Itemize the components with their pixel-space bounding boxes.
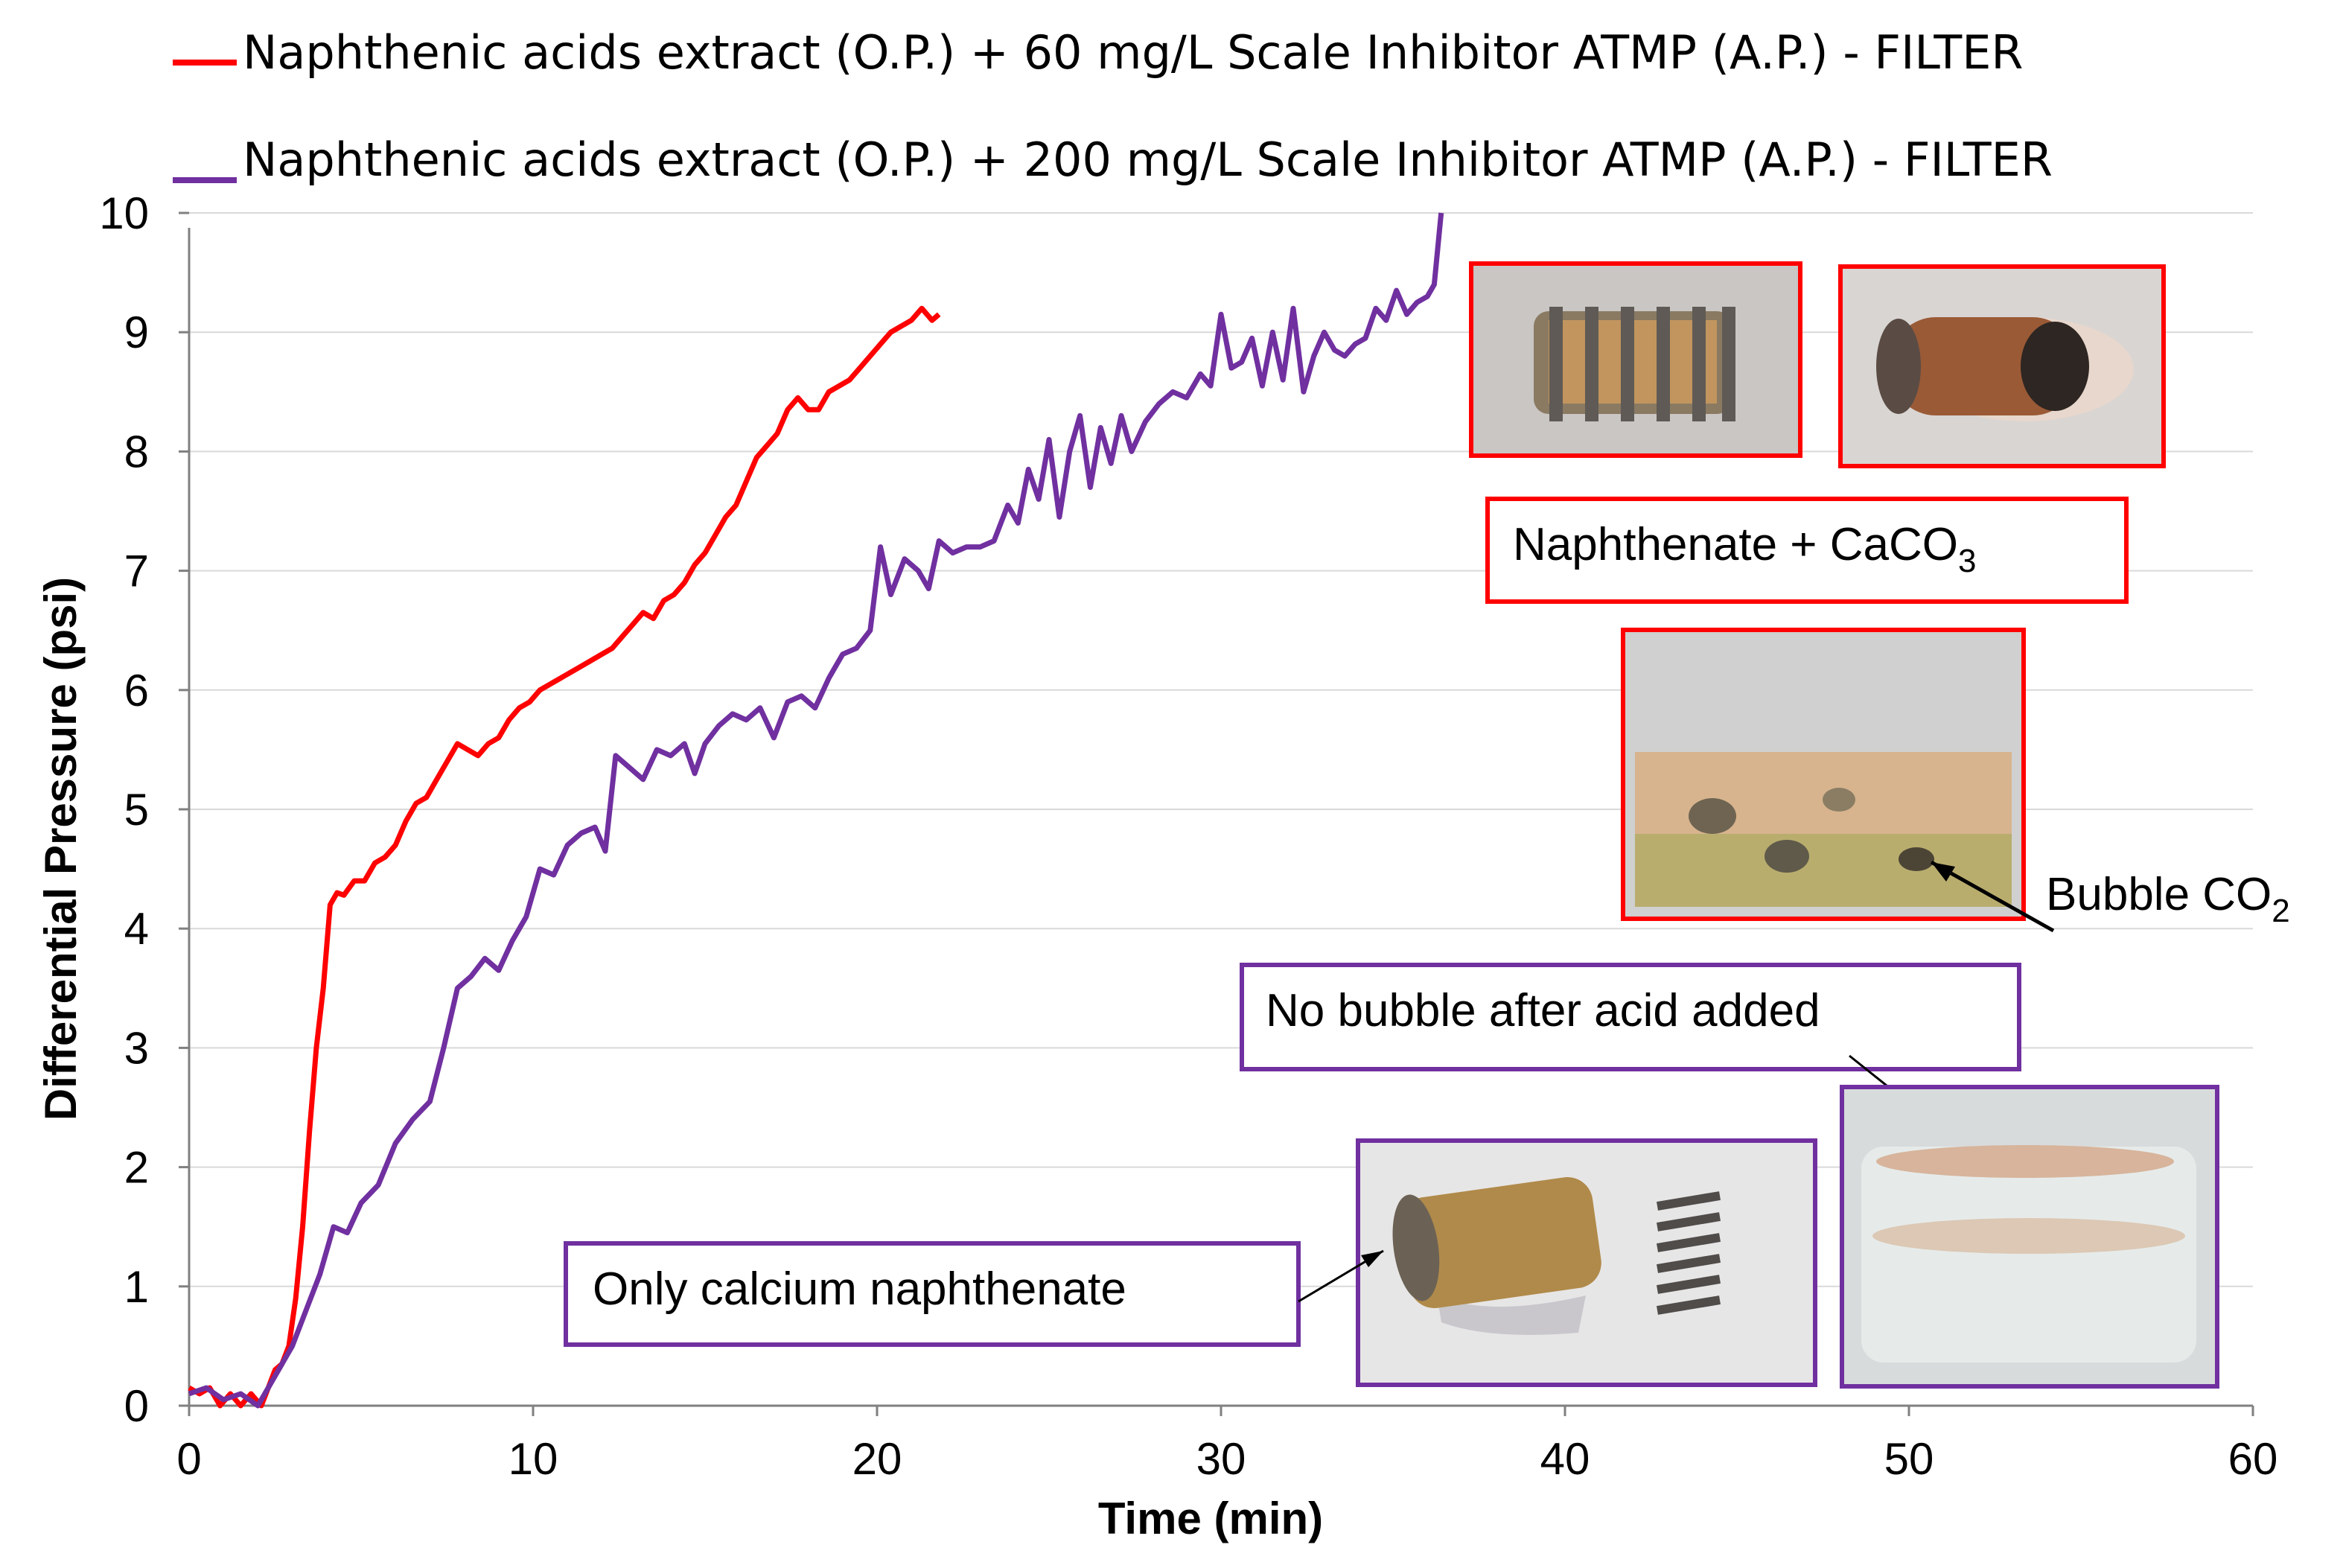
- x-tick-label: 40: [1540, 1434, 1590, 1484]
- photo-filter-spring: [1356, 1138, 1817, 1387]
- y-tick-labels: 0 1 2 3 4 5 6 7 8 9 10: [99, 188, 189, 1431]
- y-tick-label: 1: [124, 1262, 149, 1312]
- x-tick-label: 50: [1884, 1434, 1934, 1484]
- x-tick-labels: 0 10 20 30 40 50 60: [176, 1406, 2277, 1484]
- legend-label-purple: Naphthenic acids extract (O.P.) + 200 mg…: [243, 133, 2053, 187]
- y-tick-label: 9: [124, 307, 149, 357]
- x-tick-label: 20: [852, 1434, 902, 1484]
- annotation-bubble-co2: Bubble CO2: [1930, 860, 2290, 933]
- annotation-only-calcium-text: Only calcium naphthenate: [593, 1263, 1126, 1315]
- svg-text:Naphthenate + CaCO3: Naphthenate + CaCO3: [1513, 519, 1976, 579]
- y-tick-label: 3: [124, 1023, 149, 1073]
- photo-spring-deposit: [1469, 261, 1802, 458]
- series-line-red: [188, 305, 941, 1409]
- y-tick-label: 4: [124, 904, 149, 954]
- legend-label-red: Naphthenic acids extract (O.P.) + 60 mg/…: [243, 25, 2023, 80]
- annotation-only-calcium: Only calcium naphthenate: [564, 1241, 1384, 1347]
- y-tick-label: 0: [124, 1381, 149, 1431]
- y-tick-label: 2: [124, 1143, 149, 1193]
- annotation-naphthenate-caco3: Naphthenate + CaCO3: [1485, 497, 2129, 604]
- x-tick-label: 0: [176, 1434, 201, 1484]
- y-tick-label: 6: [124, 666, 149, 716]
- x-axis-title: Time (min): [1098, 1494, 1323, 1543]
- x-tick-label: 30: [1196, 1434, 1246, 1484]
- annotation-no-bubble-text: No bubble after acid added: [1266, 985, 1820, 1036]
- y-tick-label: 5: [124, 785, 149, 835]
- photo-vial-bubbles: [1621, 628, 2026, 921]
- y-tick-label: 8: [124, 427, 149, 477]
- annotation-naphthenate-caco3-text: Naphthenate + CaCO: [1513, 519, 1958, 570]
- series-line-purple: [188, 212, 1444, 1409]
- annotation-bubble-co2-sub: 2: [2272, 893, 2289, 929]
- svg-text:Bubble CO2: Bubble CO2: [2046, 869, 2290, 929]
- annotation-naphthenate-caco3-sub: 3: [1958, 543, 1976, 579]
- x-tick-label: 60: [2228, 1434, 2278, 1484]
- photo-filter-cylinder: [1838, 264, 2166, 468]
- y-axis-title: Differential Pressure (psi): [36, 577, 86, 1121]
- legend: Naphthenic acids extract (O.P.) + 60 mg/…: [173, 25, 2053, 187]
- x-tick-label: 10: [509, 1434, 558, 1484]
- annotation-bubble-co2-text: Bubble CO: [2046, 869, 2272, 920]
- y-tick-label: 7: [124, 546, 149, 596]
- photo-vial-clear: [1840, 1085, 2219, 1389]
- y-tick-label: 10: [99, 188, 149, 238]
